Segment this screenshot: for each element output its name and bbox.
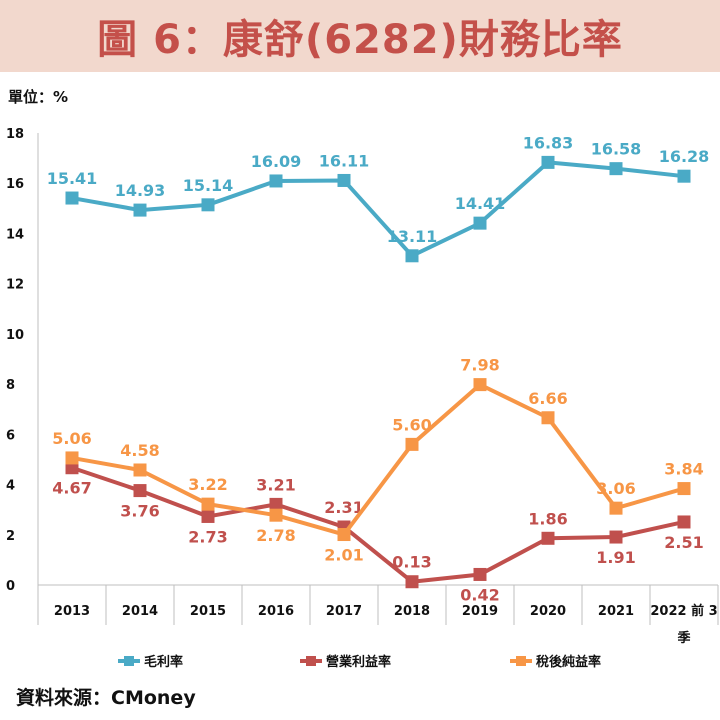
y-tick-label: 2 bbox=[6, 529, 15, 544]
data-label: 2.78 bbox=[256, 526, 295, 545]
data-point-marker bbox=[201, 198, 215, 212]
data-point-marker bbox=[269, 497, 283, 511]
data-label: 14.93 bbox=[115, 181, 166, 200]
data-label: 3.76 bbox=[120, 502, 159, 521]
data-point-marker bbox=[201, 497, 215, 511]
series-line bbox=[71, 465, 685, 584]
legend-label: 營業利益率 bbox=[326, 654, 391, 670]
data-label: 13.11 bbox=[387, 227, 438, 246]
source-label: 資料來源：CMoney bbox=[16, 687, 196, 709]
legend-marker bbox=[124, 656, 134, 666]
data-label: 2.73 bbox=[188, 527, 227, 546]
data-point-marker bbox=[473, 216, 487, 230]
data-label: 16.09 bbox=[251, 152, 302, 171]
data-point-marker bbox=[405, 437, 419, 451]
data-label: 4.58 bbox=[120, 441, 159, 460]
x-tick-label: 2021 bbox=[598, 604, 634, 619]
x-tick-label: 2017 bbox=[326, 604, 362, 619]
data-point-marker bbox=[473, 378, 487, 392]
legend-label: 稅後純益率 bbox=[536, 654, 601, 670]
data-point-marker bbox=[201, 509, 215, 523]
x-tick-label: 2013 bbox=[54, 604, 90, 619]
unit-label: 單位：% bbox=[8, 88, 69, 106]
x-tick-label: 季 bbox=[676, 630, 690, 646]
data-point-marker bbox=[337, 528, 351, 542]
x-tick-label: 2015 bbox=[190, 604, 226, 619]
data-point-marker bbox=[133, 463, 147, 477]
data-point-marker bbox=[677, 482, 691, 496]
y-tick-label: 0 bbox=[6, 579, 15, 594]
data-point-marker bbox=[541, 155, 555, 169]
data-label: 7.98 bbox=[460, 356, 499, 375]
data-point-marker bbox=[677, 515, 691, 529]
title-banner: 圖 6：康舒(6282)財務比率 bbox=[0, 0, 720, 72]
data-point-marker bbox=[473, 567, 487, 581]
data-label: 2.01 bbox=[324, 546, 363, 565]
data-label: 3.21 bbox=[256, 475, 295, 494]
data-label: 1.91 bbox=[596, 548, 635, 567]
data-label: 3.06 bbox=[596, 479, 635, 498]
data-label: 3.22 bbox=[188, 475, 227, 494]
data-point-marker bbox=[133, 484, 147, 498]
data-point-marker bbox=[65, 451, 79, 465]
data-point-marker bbox=[337, 173, 351, 187]
data-point-marker bbox=[541, 411, 555, 425]
data-label: 4.67 bbox=[52, 479, 91, 498]
x-tick-label: 2018 bbox=[394, 604, 430, 619]
data-label: 16.83 bbox=[523, 133, 574, 152]
y-tick-label: 6 bbox=[6, 428, 15, 443]
data-point-marker bbox=[65, 191, 79, 205]
series-line bbox=[71, 382, 685, 537]
data-point-marker bbox=[609, 162, 623, 176]
y-tick-label: 14 bbox=[6, 227, 24, 242]
data-point-marker bbox=[541, 531, 555, 545]
data-label: 16.58 bbox=[591, 140, 642, 159]
data-label: 16.28 bbox=[659, 147, 710, 166]
data-label: 5.06 bbox=[52, 429, 91, 448]
y-tick-label: 8 bbox=[6, 378, 15, 393]
data-point-marker bbox=[609, 530, 623, 544]
data-label: 2.31 bbox=[324, 498, 363, 517]
data-label: 1.86 bbox=[528, 509, 567, 528]
legend-marker bbox=[306, 656, 316, 666]
series-line bbox=[71, 160, 685, 258]
data-point-marker bbox=[405, 249, 419, 263]
data-point-marker bbox=[65, 461, 79, 475]
data-label: 6.66 bbox=[528, 389, 567, 408]
legend-marker bbox=[516, 656, 526, 666]
y-tick-label: 4 bbox=[6, 479, 15, 494]
x-tick-label: 2014 bbox=[122, 604, 158, 619]
y-tick-label: 16 bbox=[6, 177, 24, 192]
legend-label: 毛利率 bbox=[144, 654, 183, 670]
data-label: 14.41 bbox=[455, 194, 506, 213]
x-tick-label: 2022 前 3 bbox=[650, 603, 717, 619]
data-label: 16.11 bbox=[319, 151, 370, 170]
y-tick-label: 12 bbox=[6, 278, 24, 293]
y-tick-label: 18 bbox=[6, 127, 24, 142]
data-label: 15.14 bbox=[183, 176, 234, 195]
data-point-marker bbox=[405, 575, 419, 589]
data-point-marker bbox=[677, 169, 691, 183]
data-label: 2.51 bbox=[664, 533, 703, 552]
data-point-marker bbox=[269, 508, 283, 522]
data-label: 0.13 bbox=[392, 553, 431, 572]
data-label: 3.84 bbox=[664, 460, 703, 479]
data-point-marker bbox=[609, 501, 623, 515]
y-tick-label: 10 bbox=[6, 328, 24, 343]
x-tick-label: 2019 bbox=[462, 604, 498, 619]
data-label: 5.60 bbox=[392, 415, 431, 434]
x-tick-label: 2020 bbox=[530, 604, 566, 619]
data-point-marker bbox=[269, 174, 283, 188]
data-point-marker bbox=[133, 203, 147, 217]
chart-title: 圖 6：康舒(6282)財務比率 bbox=[97, 17, 623, 63]
x-tick-label: 2016 bbox=[258, 604, 294, 619]
data-label: 15.41 bbox=[47, 169, 98, 188]
data-label: 0.42 bbox=[460, 585, 499, 604]
